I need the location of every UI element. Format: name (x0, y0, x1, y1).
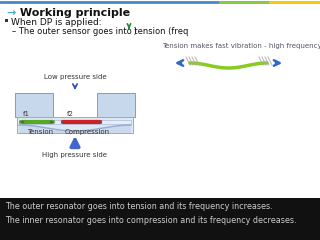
Text: When DP is applied:: When DP is applied: (11, 18, 102, 27)
Text: →: → (6, 8, 15, 18)
Text: Tension: Tension (27, 129, 53, 135)
Polygon shape (17, 117, 133, 133)
Text: High pressure side: High pressure side (43, 152, 108, 158)
FancyBboxPatch shape (19, 120, 131, 124)
Text: Tension makes fast vibration - high frequency f1: Tension makes fast vibration - high freq… (162, 43, 320, 49)
Text: – The outer sensor goes into tension (freq: – The outer sensor goes into tension (fr… (12, 27, 188, 36)
Text: Working principle: Working principle (16, 8, 130, 18)
Text: The inner resonator goes into compression and its frequency decreases.: The inner resonator goes into compressio… (5, 216, 297, 225)
FancyBboxPatch shape (0, 198, 320, 240)
Text: Compression: Compression (65, 129, 110, 135)
Text: f1: f1 (23, 111, 30, 117)
FancyBboxPatch shape (97, 93, 135, 117)
Text: ): ) (131, 27, 137, 36)
FancyBboxPatch shape (15, 93, 53, 117)
Text: The outer resonator goes into tension and its frequency increases.: The outer resonator goes into tension an… (5, 202, 273, 211)
Bar (5, 19, 8, 22)
Text: f2: f2 (67, 111, 74, 117)
Text: Low pressure side: Low pressure side (44, 74, 106, 80)
